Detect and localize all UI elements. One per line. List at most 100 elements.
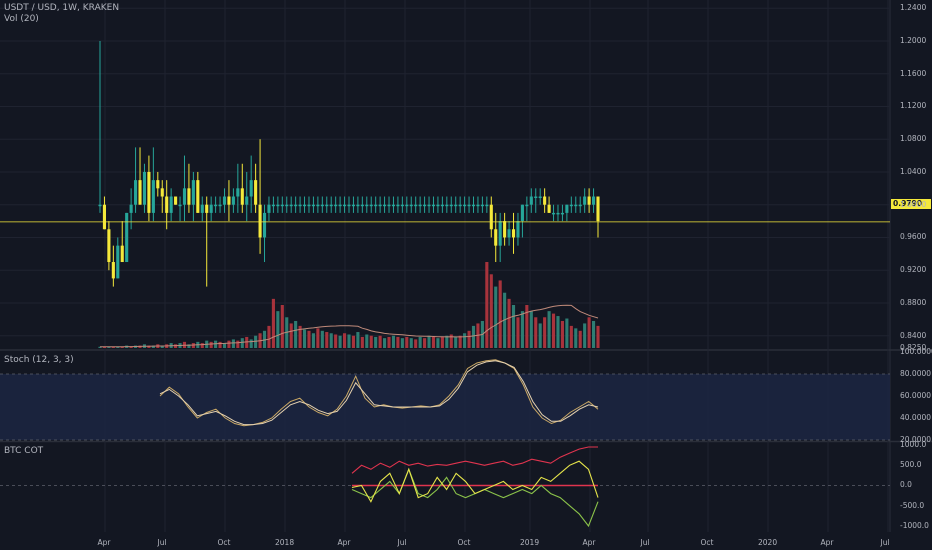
volume-bar — [489, 274, 493, 348]
price-tick-label: 0.9600 — [900, 232, 927, 242]
candle-body — [125, 212, 129, 263]
volume-bar — [174, 344, 178, 348]
candle-body — [325, 204, 329, 207]
candle-body — [476, 204, 480, 207]
volume-bar — [409, 338, 413, 348]
volume-bar — [267, 325, 271, 348]
volume-bar — [418, 336, 422, 348]
cot-tick-label: -1000.0 — [900, 520, 929, 530]
candle-body — [289, 204, 293, 207]
candle-body — [569, 204, 573, 207]
volume-bar — [254, 335, 258, 348]
candle-body — [360, 204, 364, 207]
candle-body — [591, 196, 596, 205]
cot-green-line — [351, 467, 599, 528]
candle-body — [316, 204, 320, 207]
candle-body — [507, 229, 511, 238]
volume-bar — [374, 336, 378, 348]
x-tick-label: Apr — [97, 538, 111, 547]
x-tick-label: 2018 — [275, 538, 295, 547]
candle-body — [107, 229, 111, 263]
price-tick-label: 1.0000 — [900, 199, 927, 209]
price-tick-label: 1.2400 — [900, 3, 927, 13]
symbol-title: USDT / USD, 1W, KRAKEN — [4, 3, 120, 13]
candle-body — [254, 180, 258, 205]
candle-body — [503, 221, 507, 238]
x-tick-label: Jul — [640, 538, 650, 547]
volume-bar — [587, 317, 591, 348]
candle-body — [267, 204, 271, 213]
volume-bar — [574, 328, 578, 348]
candle-body — [214, 204, 218, 207]
candle-body — [454, 204, 458, 207]
candle-body — [120, 245, 124, 263]
stoch-tick-label: 100.0000 — [900, 347, 932, 356]
candle-body — [427, 204, 431, 207]
candle-body — [142, 171, 147, 205]
candle-body — [294, 204, 298, 207]
x-tick-label: Jul — [157, 538, 167, 547]
candle-body — [240, 188, 244, 205]
stoch-tick-label: 80.0000 — [900, 369, 932, 378]
volume-bar — [369, 335, 373, 348]
candle-body — [191, 180, 195, 205]
volume-bar — [485, 262, 489, 348]
candle-body — [445, 204, 449, 207]
candle-body — [565, 204, 569, 213]
candle-body — [334, 204, 338, 207]
volume-bar — [262, 330, 267, 348]
cot-tick-label: 1000.0 — [900, 440, 927, 450]
candle-body — [307, 204, 311, 207]
stoch-d-line — [159, 360, 599, 426]
stoch-tick-label: 20.0000 — [900, 435, 932, 444]
candle-body — [329, 204, 333, 207]
candle-body — [129, 204, 133, 213]
volume-label: Vol (20) — [4, 14, 39, 24]
volume-bar — [334, 334, 338, 348]
volume-bar — [102, 346, 107, 348]
candle-body — [178, 204, 182, 207]
candle-body — [543, 196, 547, 205]
volume-bar — [365, 334, 369, 348]
volume-bar — [320, 330, 324, 348]
volume-bar — [160, 345, 164, 348]
stoch-tick-label: 40.0000 — [900, 413, 932, 422]
volume-bar — [271, 298, 275, 348]
volume-bar — [436, 338, 440, 348]
x-tick-label: Apr — [820, 538, 834, 547]
candle-body — [182, 188, 187, 205]
candle-body — [489, 204, 493, 230]
candle-body — [387, 204, 391, 207]
cot-label: BTC COT — [4, 446, 44, 456]
price-tick-label: 0.8400 — [900, 330, 927, 340]
candle-body — [342, 204, 347, 207]
volume-bar — [560, 320, 564, 348]
volume-bar — [538, 323, 542, 348]
candle-body — [596, 196, 600, 222]
volume-bar — [360, 336, 364, 348]
candle-body — [151, 180, 155, 213]
volume-bar — [463, 333, 467, 348]
volume-bar — [129, 346, 133, 348]
volume-bar — [449, 334, 453, 348]
candle-body — [347, 204, 351, 207]
volume-bar — [494, 286, 498, 348]
volume-bar — [356, 332, 360, 348]
cot-tick-label: 500.0 — [900, 460, 922, 470]
volume-bar — [245, 336, 249, 348]
candle-body — [338, 204, 342, 207]
candle-body — [227, 196, 231, 205]
candle-body — [98, 204, 102, 207]
volume-bar — [454, 336, 458, 348]
volume-bar — [405, 336, 409, 348]
price-tick-label: 0.9200 — [900, 265, 927, 275]
candle-body — [262, 212, 267, 238]
volume-bar — [240, 338, 244, 348]
candle-body — [102, 204, 107, 230]
candle-body — [218, 204, 222, 207]
volume-bar — [427, 335, 431, 348]
volume-bar — [209, 341, 213, 348]
x-tick-label: Apr — [582, 538, 596, 547]
candle-body — [485, 204, 489, 207]
